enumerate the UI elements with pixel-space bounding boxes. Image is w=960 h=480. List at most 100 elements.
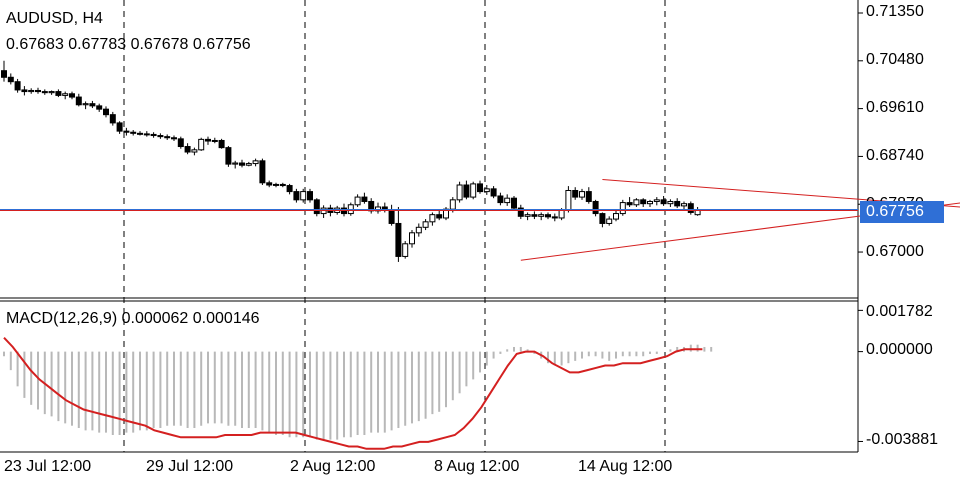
candle	[279, 182, 286, 188]
candle	[177, 136, 184, 149]
candle-body	[565, 189, 572, 211]
candle-body	[538, 214, 545, 217]
macd-histogram	[3, 344, 713, 440]
macd-tick-label: -0.003881	[866, 431, 939, 448]
candle-body	[572, 189, 579, 198]
candle-body	[14, 81, 21, 91]
ohlc-readout: 0.67683 0.67783 0.67678 0.67756	[6, 36, 251, 53]
candle	[239, 159, 245, 168]
candle	[633, 198, 640, 207]
candle-body	[75, 96, 82, 106]
candle	[82, 101, 89, 110]
candle	[443, 206, 449, 221]
price-tick-label: 0.69610	[866, 99, 924, 116]
candle	[143, 131, 150, 137]
candle-body	[463, 184, 470, 198]
candle	[402, 241, 409, 259]
candle	[266, 180, 273, 188]
candle	[245, 161, 252, 167]
candle	[497, 192, 504, 206]
candle-body	[69, 93, 75, 98]
candle	[375, 202, 381, 214]
candle	[252, 158, 259, 167]
candle-body	[164, 136, 171, 139]
candle	[198, 137, 205, 151]
candle-body	[599, 213, 606, 224]
candle-body	[361, 196, 368, 202]
candle-body	[116, 122, 123, 132]
candle	[551, 213, 558, 222]
candle	[538, 212, 545, 221]
macd-axis-ticks	[858, 309, 863, 442]
time-tick-label: 23 Jul 12:00	[4, 458, 92, 475]
candle	[69, 91, 75, 100]
candle	[613, 210, 619, 222]
candle	[653, 197, 660, 206]
candle-body	[273, 183, 279, 186]
candle-body	[687, 203, 694, 213]
period-separators	[123, 0, 666, 452]
candle-body	[613, 213, 619, 220]
macd-tick-label: 0.000000	[866, 341, 933, 358]
candle	[361, 192, 368, 204]
candle-body	[232, 162, 239, 165]
candle-body	[640, 199, 647, 205]
candle-body	[177, 138, 184, 148]
candle	[89, 100, 96, 109]
candle-body	[41, 91, 48, 94]
candle-body	[415, 226, 422, 234]
price-tick-label: 0.71350	[866, 3, 924, 20]
candle-body	[517, 207, 524, 217]
candle	[293, 188, 300, 203]
candle-body	[619, 202, 626, 215]
candle	[463, 180, 470, 200]
candle-body	[7, 76, 14, 83]
candle	[116, 121, 123, 134]
candle-body	[198, 138, 205, 151]
candle-body	[456, 184, 463, 201]
candle	[415, 223, 422, 237]
candle	[545, 212, 551, 220]
candle-body	[667, 200, 674, 205]
candle	[667, 199, 674, 207]
candle	[137, 131, 143, 136]
candle	[320, 205, 327, 218]
candle	[313, 198, 320, 217]
candle-body	[449, 199, 456, 210]
candle-body	[388, 209, 395, 224]
candle	[21, 86, 28, 96]
candle	[647, 199, 653, 207]
candle-body	[293, 191, 300, 201]
candle	[599, 212, 606, 228]
candle-body	[402, 243, 409, 257]
candle-body	[245, 163, 252, 166]
candle-body	[429, 214, 436, 223]
candle-body	[524, 214, 531, 217]
symbol-title: AUDUSD, H4	[6, 10, 103, 27]
candle-body	[504, 197, 511, 204]
candle	[429, 212, 436, 226]
candle	[477, 180, 483, 194]
candle-body	[647, 200, 653, 205]
candle	[681, 201, 687, 210]
price-tick-label: 0.67000	[866, 243, 924, 260]
candle	[62, 91, 69, 100]
candle	[531, 211, 538, 220]
candle	[150, 132, 157, 138]
candle-body	[205, 138, 211, 142]
candle-body	[252, 160, 259, 165]
candle-body	[354, 196, 361, 206]
candle	[96, 103, 103, 112]
candle	[395, 206, 402, 262]
candle	[171, 135, 177, 142]
price-tick-label: 0.68740	[866, 147, 924, 164]
candle	[307, 188, 313, 203]
candle-body	[436, 214, 443, 219]
candle	[14, 78, 21, 93]
candle-body	[633, 199, 640, 206]
candle	[218, 138, 225, 149]
candlestick-series	[1, 60, 701, 262]
candle-body	[477, 183, 483, 193]
candle	[130, 130, 137, 136]
